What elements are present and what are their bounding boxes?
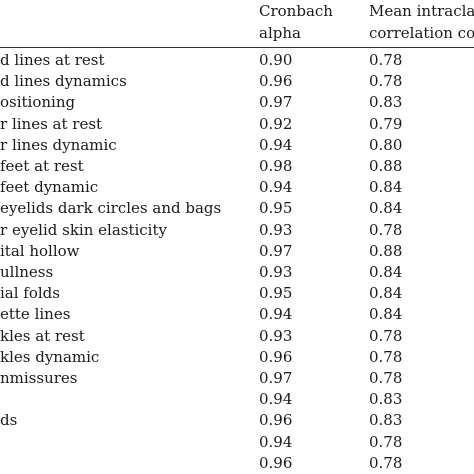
row-label: nmissures xyxy=(0,369,78,387)
cronbach-alpha-value: 0.96 xyxy=(259,411,293,430)
table-row: kles dynamic 0.96 0.78 xyxy=(0,347,474,368)
table-row: eyelids dark circles and bags 0.95 0.84 xyxy=(0,198,474,219)
mean-icc-value: 0.84 xyxy=(369,178,403,197)
mean-icc-value: 0.78 xyxy=(369,220,403,239)
cronbach-alpha-value: 0.96 xyxy=(259,72,293,91)
row-label: feet at rest xyxy=(0,157,84,175)
table-row: ds 0.96 0.83 xyxy=(0,410,474,431)
row-label: eyelids dark circles and bags xyxy=(0,199,222,218)
mean-icc-value: 0.78 xyxy=(369,326,403,345)
row-label: d lines dynamics xyxy=(0,72,127,91)
row-label: feet dynamic xyxy=(0,178,99,197)
row-label: kles dynamic xyxy=(0,347,100,366)
mean-icc-value: 0.84 xyxy=(369,263,403,281)
cronbach-alpha-value: 0.95 xyxy=(259,284,293,303)
column-header-line: Mean intracla xyxy=(369,2,474,20)
cronbach-alpha-value: 0.92 xyxy=(259,114,293,133)
column-header-line: alpha xyxy=(259,24,301,42)
column-header-mean-icc: Mean intracla correlation co xyxy=(369,0,474,44)
row-label: d lines at rest xyxy=(0,51,105,69)
table-row: 0.96 0.78 xyxy=(0,453,474,474)
cronbach-alpha-value: 0.94 xyxy=(259,135,293,154)
row-label: ullness xyxy=(0,263,54,281)
header-divider xyxy=(0,47,474,48)
table-row: r lines at rest 0.92 0.79 xyxy=(0,114,474,135)
table-row: ositioning 0.97 0.83 xyxy=(0,92,474,113)
row-label: ds xyxy=(0,411,18,430)
cronbach-alpha-value: 0.96 xyxy=(259,453,293,472)
mean-icc-value: 0.83 xyxy=(369,411,403,430)
mean-icc-value: 0.83 xyxy=(369,390,403,409)
mean-icc-value: 0.79 xyxy=(369,114,403,133)
mean-icc-value: 0.78 xyxy=(369,369,403,387)
table-row: r eyelid skin elasticity 0.93 0.78 xyxy=(0,220,474,241)
table-row: feet dynamic 0.94 0.84 xyxy=(0,177,474,198)
table-row: d lines dynamics 0.96 0.78 xyxy=(0,71,474,92)
row-label: ette lines xyxy=(0,305,71,324)
table-row: ullness 0.93 0.84 xyxy=(0,262,474,283)
table-row: ette lines 0.94 0.84 xyxy=(0,304,474,325)
column-header-cronbach-alpha: Cronbach alpha xyxy=(259,0,333,44)
cronbach-alpha-value: 0.94 xyxy=(259,178,293,197)
table-row: ital hollow 0.97 0.88 xyxy=(0,241,474,262)
mean-icc-value: 0.84 xyxy=(369,284,403,303)
mean-icc-value: 0.78 xyxy=(369,72,403,91)
cronbach-alpha-value: 0.98 xyxy=(259,157,293,175)
mean-icc-value: 0.84 xyxy=(369,305,403,324)
cronbach-alpha-value: 0.93 xyxy=(259,263,293,281)
table-row: ial folds 0.95 0.84 xyxy=(0,283,474,304)
column-header-line: correlation co xyxy=(369,24,474,42)
cronbach-alpha-value: 0.97 xyxy=(259,93,293,112)
cronbach-alpha-value: 0.90 xyxy=(259,51,293,69)
table-row: kles at rest 0.93 0.78 xyxy=(0,326,474,347)
table-row: d lines at rest 0.90 0.78 xyxy=(0,50,474,71)
mean-icc-value: 0.78 xyxy=(369,347,403,366)
mean-icc-value: 0.88 xyxy=(369,157,403,175)
cronbach-alpha-value: 0.97 xyxy=(259,369,293,387)
mean-icc-value: 0.83 xyxy=(369,93,403,112)
table-row: feet at rest 0.98 0.88 xyxy=(0,156,474,177)
cronbach-alpha-value: 0.94 xyxy=(259,305,293,324)
mean-icc-value: 0.78 xyxy=(369,51,403,69)
mean-icc-value: 0.78 xyxy=(369,432,403,451)
mean-icc-value: 0.80 xyxy=(369,135,403,154)
mean-icc-value: 0.78 xyxy=(369,453,403,472)
table-row: 0.94 0.83 xyxy=(0,389,474,410)
table-row: r lines dynamic 0.94 0.80 xyxy=(0,135,474,156)
cronbach-alpha-value: 0.93 xyxy=(259,326,293,345)
row-label: r lines at rest xyxy=(0,114,103,133)
table-row: nmissures 0.97 0.78 xyxy=(0,368,474,389)
cronbach-alpha-value: 0.94 xyxy=(259,432,293,451)
cronbach-alpha-value: 0.97 xyxy=(259,241,293,260)
cronbach-alpha-value: 0.96 xyxy=(259,347,293,366)
row-label: kles at rest xyxy=(0,326,85,345)
mean-icc-value: 0.84 xyxy=(369,199,403,218)
row-label: ositioning xyxy=(0,93,76,112)
row-label: r eyelid skin elasticity xyxy=(0,220,167,239)
cronbach-alpha-value: 0.95 xyxy=(259,199,293,218)
table-row: 0.94 0.78 xyxy=(0,432,474,453)
mean-icc-value: 0.88 xyxy=(369,241,403,260)
row-label: ial folds xyxy=(0,284,60,303)
row-label: r lines dynamic xyxy=(0,135,117,154)
cronbach-alpha-value: 0.94 xyxy=(259,390,293,409)
column-header-line: Cronbach xyxy=(259,2,333,20)
row-label: ital hollow xyxy=(0,241,80,260)
cronbach-alpha-value: 0.93 xyxy=(259,220,293,239)
